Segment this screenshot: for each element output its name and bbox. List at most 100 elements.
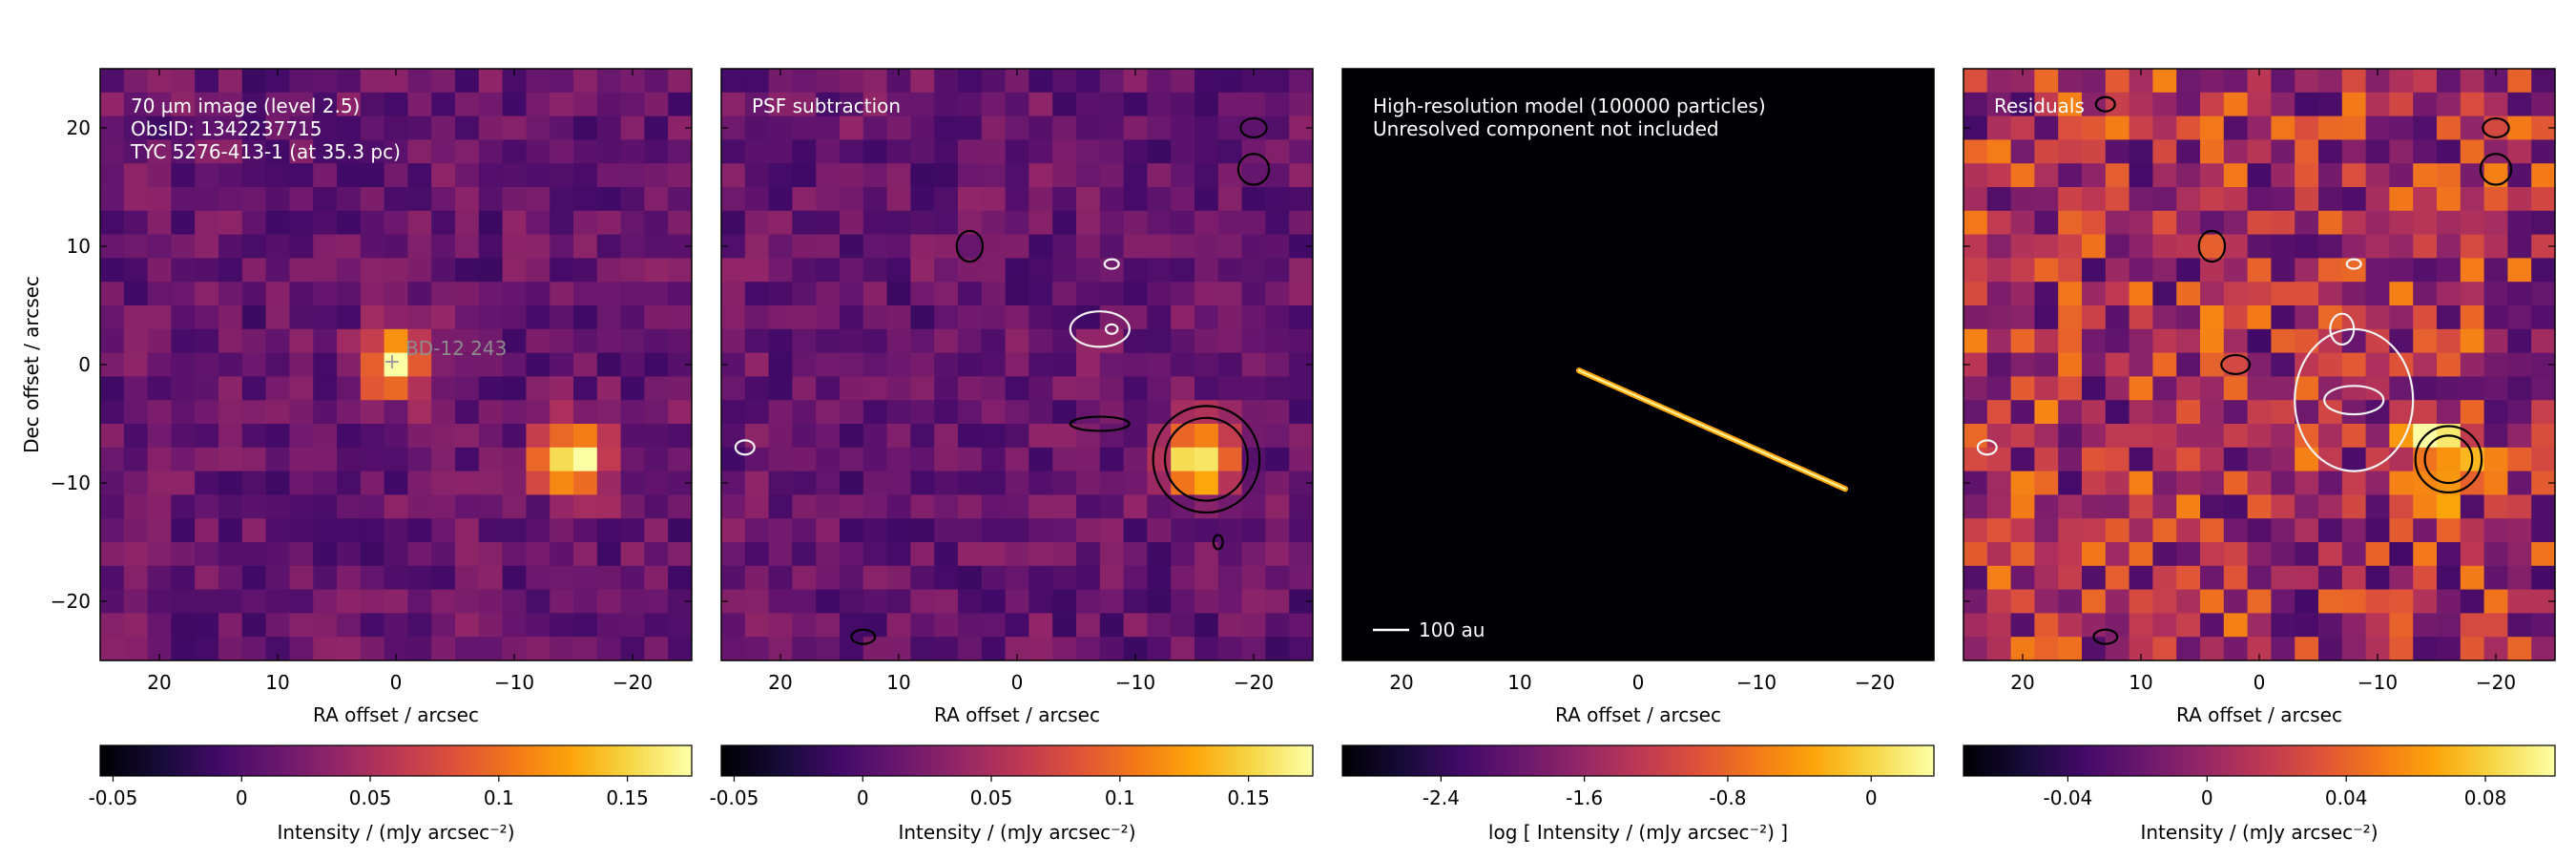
pixel (816, 187, 841, 212)
pixel (1076, 282, 1101, 306)
pixel (2105, 424, 2130, 449)
pixel (2318, 115, 2343, 140)
pixel (502, 565, 527, 591)
pixel (289, 234, 314, 259)
pixel (2389, 400, 2414, 425)
pixel (2152, 115, 2177, 140)
colorbar-segment (1027, 745, 1032, 776)
pixel (2413, 115, 2438, 140)
colorbar-segment (1896, 745, 1901, 776)
pixel (1217, 92, 1243, 117)
pixel (550, 258, 574, 283)
colorbar-segment (1524, 745, 1529, 776)
pixel (455, 258, 480, 283)
pixel (2176, 494, 2201, 519)
pixel (1171, 92, 1195, 117)
pixel (2413, 518, 2438, 543)
pixel (478, 637, 504, 661)
pixel (1986, 69, 2012, 94)
pixel (2341, 424, 2367, 449)
pixel (2341, 282, 2367, 306)
pixel (1052, 69, 1077, 94)
pixel (1195, 565, 1219, 591)
pixel (2152, 518, 2177, 543)
pixel (1195, 305, 1219, 330)
pixel (573, 282, 598, 306)
pixel (1289, 542, 1314, 567)
pixel (407, 637, 432, 661)
pixel (360, 163, 385, 188)
pixel (644, 400, 669, 425)
colorbar-segment (310, 745, 316, 776)
colorbar-segment (2469, 745, 2475, 776)
colorbar-segment (1872, 745, 1878, 776)
pixel (1123, 471, 1148, 495)
pixel (455, 494, 480, 519)
pixel (2413, 210, 2438, 236)
pixel (2507, 305, 2532, 330)
pixel (2247, 400, 2272, 425)
pixel (502, 234, 527, 259)
colorbar-segment (2274, 745, 2279, 776)
pixel (596, 258, 622, 283)
pixel (1241, 210, 1266, 236)
pixel (2413, 542, 2438, 567)
colorbar-segment (630, 745, 635, 776)
pixel (2247, 92, 2272, 117)
pixel (958, 637, 983, 661)
pixel (1123, 352, 1148, 377)
colorbar-segment (1867, 745, 1873, 776)
pixel (478, 305, 504, 330)
pixel (455, 424, 480, 449)
pixel (792, 637, 817, 661)
pixel (360, 69, 385, 94)
pixel (768, 305, 793, 330)
pixel (2223, 589, 2249, 614)
pixel (668, 258, 693, 283)
pixel (2531, 518, 2556, 543)
pixel (2413, 305, 2438, 330)
pixel (455, 210, 480, 236)
pixel (2129, 447, 2153, 472)
pixel (123, 305, 149, 330)
pixel (1052, 447, 1077, 472)
pixel (644, 115, 669, 140)
colorbar-segment (831, 745, 837, 776)
pixel (792, 305, 817, 330)
colorbar-segment (2398, 745, 2403, 776)
colorbar-segment (1174, 745, 1180, 776)
pixel (958, 92, 983, 117)
pixel (2176, 92, 2201, 117)
colorbar-segment (2068, 745, 2074, 776)
pixel (1099, 424, 1125, 449)
pixel (1052, 471, 1077, 495)
pixel (2531, 328, 2556, 354)
pixel (171, 258, 196, 283)
colorbar-segment (119, 745, 125, 776)
pixel (2271, 163, 2296, 188)
pixel (2034, 518, 2059, 543)
pixel (289, 637, 314, 661)
colorbar-segment (1098, 745, 1104, 776)
pixel (123, 471, 149, 495)
pixel (958, 589, 983, 614)
pixel (2483, 542, 2508, 567)
pixel (2413, 92, 2438, 117)
colorbar-segment (372, 745, 378, 776)
pixel (862, 139, 888, 164)
image-grid (721, 69, 1314, 661)
pixel (2010, 376, 2035, 401)
pixel (2247, 589, 2272, 614)
pixel (2034, 424, 2059, 449)
pixel (2413, 637, 2438, 661)
xtick-label: −20 (1234, 671, 1274, 694)
pixel (147, 471, 172, 495)
pixel (934, 518, 959, 543)
pixel (744, 637, 770, 661)
pixel (2247, 471, 2272, 495)
pixel (2010, 139, 2035, 164)
pixel (644, 328, 669, 354)
pixel (886, 518, 911, 543)
pixel (1028, 69, 1053, 94)
pixel (2176, 139, 2201, 164)
